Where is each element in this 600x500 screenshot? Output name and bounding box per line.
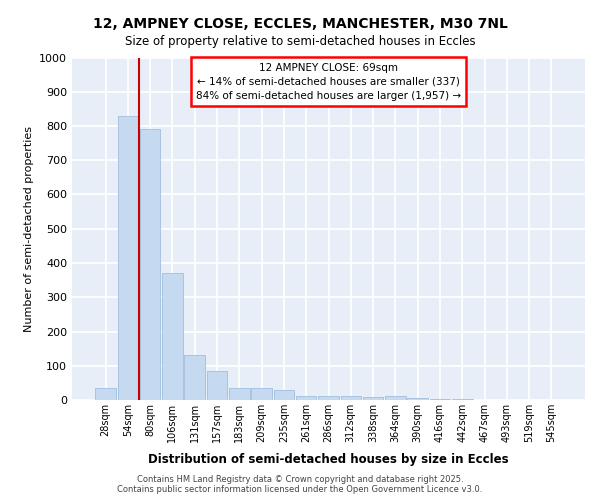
Bar [251,388,272,400]
Bar [184,356,205,400]
Bar [140,130,160,400]
Bar [274,390,294,400]
Bar [296,396,316,400]
Y-axis label: Number of semi-detached properties: Number of semi-detached properties [23,126,34,332]
Text: Size of property relative to semi-detached houses in Eccles: Size of property relative to semi-detach… [125,35,475,48]
X-axis label: Distribution of semi-detached houses by size in Eccles: Distribution of semi-detached houses by … [148,454,509,466]
Bar [385,396,406,400]
Bar [207,371,227,400]
Bar [407,398,428,400]
Bar [162,274,183,400]
Bar [229,388,250,400]
Bar [318,396,339,400]
Text: 12 AMPNEY CLOSE: 69sqm
← 14% of semi-detached houses are smaller (337)
84% of se: 12 AMPNEY CLOSE: 69sqm ← 14% of semi-det… [196,62,461,100]
Bar [430,399,450,400]
Text: 12, AMPNEY CLOSE, ECCLES, MANCHESTER, M30 7NL: 12, AMPNEY CLOSE, ECCLES, MANCHESTER, M3… [92,18,508,32]
Bar [118,116,138,400]
Text: Contains HM Land Registry data © Crown copyright and database right 2025.: Contains HM Land Registry data © Crown c… [137,475,463,484]
Text: Contains public sector information licensed under the Open Government Licence v3: Contains public sector information licen… [118,485,482,494]
Bar [341,396,361,400]
Bar [363,396,383,400]
Bar [95,388,116,400]
